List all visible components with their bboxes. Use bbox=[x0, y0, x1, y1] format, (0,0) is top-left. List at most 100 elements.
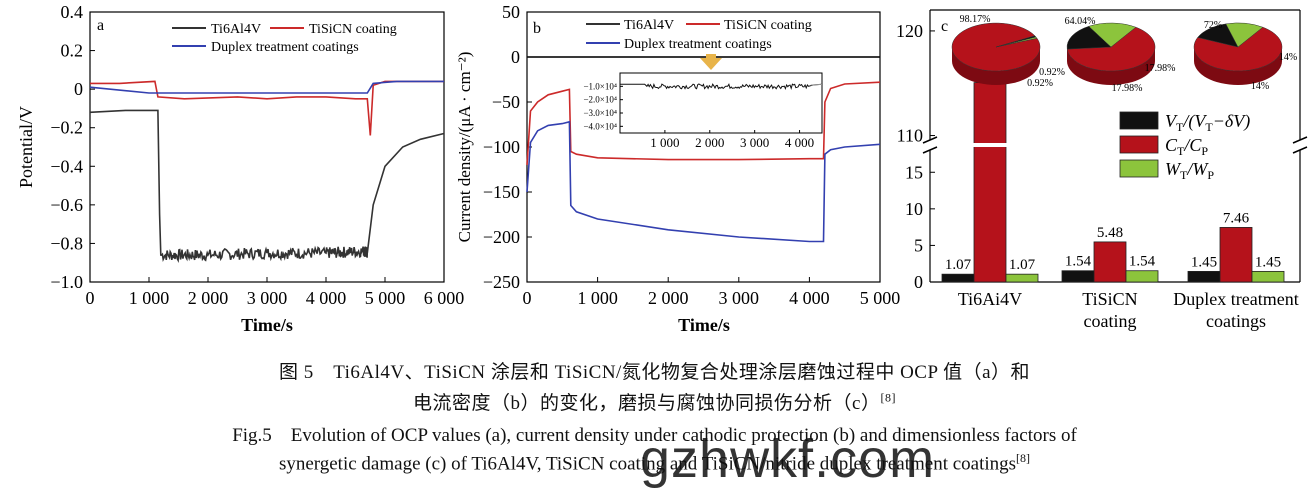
chart-c-pie-slice bbox=[995, 36, 1038, 48]
chart-b-xtick-label: 2 000 bbox=[648, 288, 689, 308]
chart-b-ytick-label: −150 bbox=[483, 182, 520, 202]
legend-label-ti6al4v: Ti6Al4V bbox=[624, 18, 674, 33]
chart-b-ytick-label: 0 bbox=[511, 47, 520, 67]
chart-c-value-label: 1.45 bbox=[1191, 254, 1217, 270]
chart-c-category-label: coatings bbox=[1206, 311, 1266, 331]
legend-label-tisicn: TiSiCN coating bbox=[309, 22, 397, 37]
chart-c-pie-side bbox=[1194, 47, 1282, 85]
inset-series-tail bbox=[810, 83, 823, 86]
chart-c-bar bbox=[1251, 270, 1285, 283]
chart-a-ytick-label: −1.0 bbox=[50, 272, 83, 292]
chart-b-ytick-label: −50 bbox=[492, 92, 520, 112]
chart-a-xtick-label: 4 000 bbox=[306, 288, 347, 308]
chart-c-category-label: Duplex treatment bbox=[1173, 289, 1298, 309]
chart-a-ylabel: Potential/V bbox=[16, 106, 36, 188]
chart-c-pie-label: 0.92% bbox=[1039, 67, 1065, 78]
axis-break-mark-right bbox=[1292, 146, 1308, 154]
chart-a-series-line bbox=[89, 80, 444, 94]
chart-a-panel-label: a bbox=[97, 17, 104, 34]
chart-c-bar bbox=[1187, 270, 1221, 283]
chart-c-bar-break bbox=[973, 143, 1007, 147]
chart-b-xtick-label: 3 000 bbox=[719, 288, 760, 308]
arrow-down-icon bbox=[700, 58, 722, 70]
chart-a-xtick-label: 5 000 bbox=[365, 288, 406, 308]
legend-label-duplex: Duplex treatment coatings bbox=[211, 40, 359, 55]
chart-a-legend: Ti6Al4V TiSiCN coating Duplex treatment … bbox=[172, 22, 397, 55]
inset-ytick-label: −2.0×10⁴ bbox=[583, 95, 617, 105]
chart-b-ytick-label: −100 bbox=[483, 137, 520, 157]
chart-c-panel-label: c bbox=[941, 18, 948, 35]
axis-break-mark-left bbox=[922, 146, 938, 154]
chart-c-legend-swatch bbox=[1119, 111, 1159, 130]
inset-ytick-label: −4.0×10⁴ bbox=[583, 121, 617, 131]
chart-b-ytick-label: −250 bbox=[483, 272, 520, 292]
chart-b-xtick-label: 1 000 bbox=[577, 288, 618, 308]
chart-b-ytick-label: 50 bbox=[502, 2, 520, 22]
chart-b-legend: Ti6Al4V TiSiCN coating Duplex treatment … bbox=[586, 18, 812, 52]
arrow-stem bbox=[706, 54, 716, 59]
chart-b: 0 1 000 2 000 3 000 4 000 5 000 50 0 −50 −100 −150… bbox=[455, 2, 900, 335]
chart-c-bar bbox=[973, 82, 1007, 283]
chart-c-pie-slice bbox=[1193, 26, 1283, 72]
chart-c-legend-label: VT​/(VT​−δV) bbox=[1165, 111, 1250, 134]
chart-c-category-label: Ti6Ai4V bbox=[958, 289, 1022, 309]
chart-b-series-line bbox=[526, 120, 881, 243]
chart-b-ytick-label: −200 bbox=[483, 227, 520, 247]
caption-cn-line2: 电流密度（b）的变化，磨损与腐蚀协同损伤分析（c） bbox=[413, 393, 881, 414]
chart-c-value-label: 7.46 bbox=[1223, 210, 1250, 226]
chart-c-legend-label: CT​/CP​ bbox=[1165, 135, 1208, 158]
chart-a-xtick-label: 3 000 bbox=[247, 288, 288, 308]
chart-a: 0 1 000 2 000 3 000 4 000 5 000 6 000 0.4 0.2 0 −0… bbox=[16, 2, 464, 335]
chart-c-bar bbox=[1061, 270, 1095, 283]
legend-label-ti6al4v: Ti6Al4V bbox=[211, 22, 261, 37]
chart-a-ytick-label: −0.2 bbox=[50, 118, 83, 138]
chart-c-bar bbox=[1005, 273, 1039, 283]
chart-c-pie-label: 98.17% bbox=[960, 14, 991, 25]
inset-frame bbox=[619, 72, 823, 134]
legend-label-duplex: Duplex treatment coatings bbox=[624, 37, 772, 52]
chart-a-ytick-label: −0.8 bbox=[50, 233, 83, 253]
chart-a-ytick-label: −0.6 bbox=[50, 195, 83, 215]
chart-a-xtick-label: 2 000 bbox=[188, 288, 229, 308]
chart-b-xtick-label: 4 000 bbox=[789, 288, 830, 308]
inset-xtick-label: 3 000 bbox=[740, 135, 769, 150]
caption-en-line1: Fig.5 Evolution of OCP values (a), curre… bbox=[232, 425, 1077, 446]
caption-cn-ref: [8] bbox=[880, 390, 896, 405]
chart-b-inset: 1 000 2 000 3 000 4 000 −1.0×10⁴ −2.0×10⁴ −3.0… bbox=[583, 72, 823, 150]
watermark: gzhwkf.com bbox=[640, 429, 936, 489]
chart-c-pie-slice bbox=[1088, 22, 1137, 48]
chart-c-pie-slice bbox=[1225, 22, 1264, 48]
axis-break-mark-right bbox=[1292, 136, 1308, 144]
chart-c-ytick-label: 0 bbox=[914, 272, 923, 292]
caption-en-line2-wrap: synergetic damage (c) of Ti6Al4V, TiSiCN… bbox=[0, 447, 1309, 475]
chart-c-pie-slice bbox=[1066, 26, 1156, 72]
chart-a-ytick-label: 0 bbox=[74, 79, 83, 99]
chart-c-ytick-label: 5 bbox=[914, 235, 923, 255]
chart-a-ytick-label: 0.2 bbox=[61, 41, 84, 61]
chart-a-xtick-label: 0 bbox=[86, 288, 95, 308]
caption-cn: 图 5 Ti6Al4V、TiSiCN 涂层和 TiSiCN/氮化物复合处理涂层磨… bbox=[0, 357, 1309, 415]
chart-c-value-label: 1.45 bbox=[1255, 254, 1281, 270]
chart-c-value-label: 1.54 bbox=[1065, 254, 1092, 270]
chart-c-value-label: 1.54 bbox=[1129, 254, 1156, 270]
chart-c-ytick-label: 110 bbox=[897, 126, 923, 146]
chart-c-ytick-label: 120 bbox=[896, 21, 923, 41]
caption-en-ref: [8] bbox=[1016, 451, 1031, 465]
caption-en-line2: synergetic damage (c) of Ti6Al4V, TiSiCN… bbox=[278, 453, 1017, 475]
chart-c-pie-label: 14% bbox=[1251, 81, 1269, 92]
chart-c-pie-side bbox=[1067, 47, 1155, 85]
inset-xtick-label: 2 000 bbox=[695, 135, 724, 150]
chart-c-bar bbox=[941, 273, 975, 283]
axis-break-mark-left bbox=[922, 136, 938, 144]
chart-b-panel-label: b bbox=[533, 20, 541, 37]
chart-a-series-line bbox=[89, 109, 445, 263]
caption-cn-line1: 图 5 Ti6Al4V、TiSiCN 涂层和 TiSiCN/氮化物复合处理涂层磨… bbox=[278, 362, 1031, 383]
chart-b-xtick-label: 5 000 bbox=[860, 288, 901, 308]
chart-c-pie-label: 14% bbox=[1279, 52, 1297, 63]
chart-c-pie-label: 0.92% bbox=[1027, 78, 1053, 89]
chart-a-ytick-label: −0.4 bbox=[50, 156, 83, 176]
chart-c-pie-label: 72% bbox=[1204, 20, 1222, 31]
inset-ytick-label: −1.0×10⁴ bbox=[583, 81, 617, 91]
caption-cn-line2-wrap: 电流密度（b）的变化，磨损与腐蚀协同损伤分析（c）[8] bbox=[0, 388, 1309, 415]
